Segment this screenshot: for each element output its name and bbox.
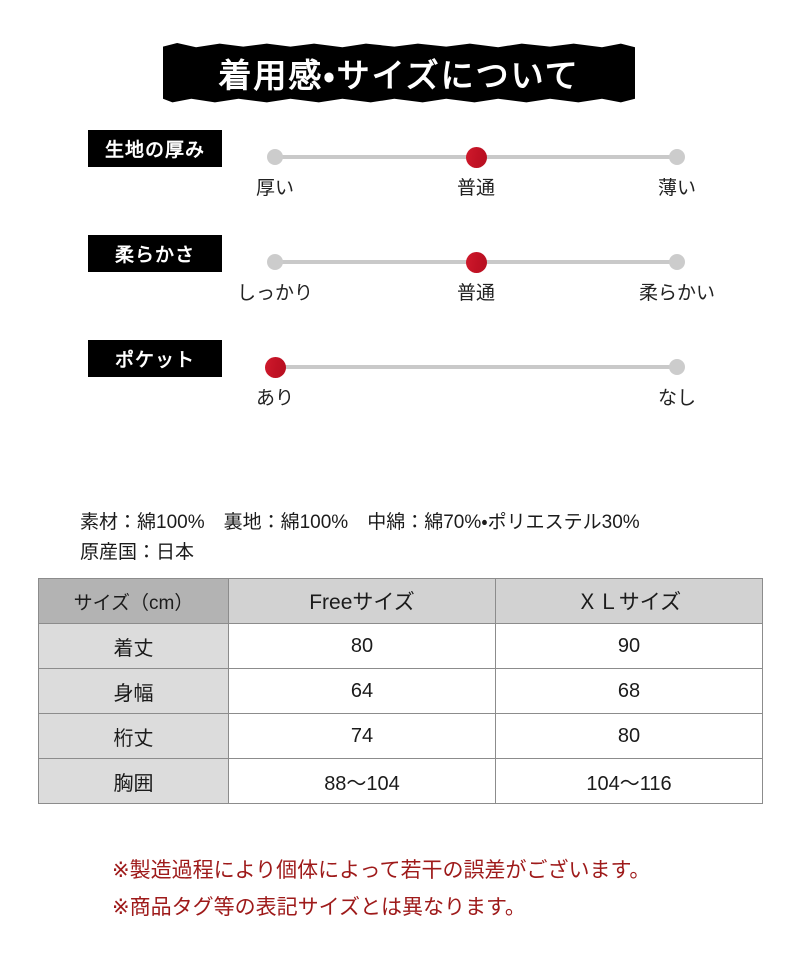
table-row: 桁丈 74 80 bbox=[38, 713, 763, 759]
fit-scale-row-thickness: 生地の厚み 厚い 普通 薄い bbox=[0, 130, 799, 235]
measurement-value-free: 80 bbox=[228, 623, 496, 669]
scale-label-1: なし bbox=[657, 388, 697, 409]
fit-scale-label-thickness: 生地の厚み bbox=[88, 130, 222, 167]
measurement-value-xl: 68 bbox=[495, 668, 763, 714]
table-row: 胸囲 88〜104 104〜116 bbox=[38, 758, 763, 804]
material-info: 素材：綿100% 裏地：綿100% 中綿：綿70%・ポリエステル30% 原産国：… bbox=[80, 508, 640, 568]
slider-point-1-selected[interactable] bbox=[465, 146, 487, 168]
scale-label-2: 薄い bbox=[657, 178, 697, 199]
page-title: 着用感・サイズについて bbox=[218, 59, 580, 95]
material-composition: 素材：綿100% 裏地：綿100% 中綿：綿70%・ポリエステル30% bbox=[80, 512, 640, 533]
measurement-value-free: 64 bbox=[228, 668, 496, 714]
measurement-value-xl: 90 bbox=[495, 623, 763, 669]
measurement-label-width: 身幅 bbox=[38, 668, 229, 714]
fit-scale-label-softness: 柔らかさ bbox=[88, 235, 222, 272]
measurement-value-xl: 104〜116 bbox=[495, 758, 763, 804]
scale-label-0: しっかり bbox=[236, 283, 314, 304]
size-column-header-xl: ＸＬサイズ bbox=[495, 578, 763, 624]
fit-scale-row-pocket: ポケット あり なし bbox=[0, 340, 799, 445]
fit-scale-track-thickness[interactable]: 厚い 普通 薄い bbox=[256, 130, 696, 210]
scale-label-0: あり bbox=[255, 388, 295, 409]
size-column-header-free: Freeサイズ bbox=[228, 578, 496, 624]
measurement-value-xl: 80 bbox=[495, 713, 763, 759]
table-row: 身幅 64 68 bbox=[38, 668, 763, 714]
slider-point-0[interactable] bbox=[267, 149, 283, 165]
banner-background bbox=[163, 43, 635, 103]
size-table: サイズ（cm） Freeサイズ ＸＬサイズ 着丈 80 90 身幅 64 68 … bbox=[38, 578, 763, 804]
slider-point-0[interactable] bbox=[267, 254, 283, 270]
measurement-label-bust: 胸囲 bbox=[38, 758, 229, 804]
measurement-label-length: 着丈 bbox=[38, 623, 229, 669]
country-of-origin: 原産国：日本 bbox=[80, 542, 195, 563]
measurement-value-free: 74 bbox=[228, 713, 496, 759]
measurement-value-free: 88〜104 bbox=[228, 758, 496, 804]
scale-label-0: 厚い bbox=[255, 178, 295, 199]
scale-label-1: 普通 bbox=[456, 178, 496, 199]
page-header-banner: 着用感・サイズについて bbox=[163, 43, 635, 103]
slider-track bbox=[275, 365, 677, 369]
slider-point-0-selected[interactable] bbox=[264, 356, 286, 378]
fit-scale-row-softness: 柔らかさ しっかり 普通 柔らかい bbox=[0, 235, 799, 340]
slider-point-1-selected[interactable] bbox=[465, 251, 487, 273]
fit-scale-label-pocket: ポケット bbox=[88, 340, 222, 377]
disclaimer-notes: ※製造過程により個体によって若干の誤差がございます。 ※商品タグ等の表記サイズと… bbox=[112, 852, 650, 926]
slider-point-1[interactable] bbox=[669, 359, 685, 375]
fit-scale-list: 生地の厚み 厚い 普通 薄い 柔らかさ しっかり 普通 柔らかい ポケット bbox=[0, 130, 799, 445]
fit-scale-track-softness[interactable]: しっかり 普通 柔らかい bbox=[237, 235, 715, 315]
measurement-label-sleeve: 桁丈 bbox=[38, 713, 229, 759]
slider-point-2[interactable] bbox=[669, 149, 685, 165]
note-line-2: ※商品タグ等の表記サイズとは異なります。 bbox=[112, 896, 526, 919]
table-row: 着丈 80 90 bbox=[38, 623, 763, 669]
note-line-1: ※製造過程により個体によって若干の誤差がございます。 bbox=[112, 859, 651, 882]
size-table-corner-header: サイズ（cm） bbox=[38, 578, 229, 624]
slider-point-2[interactable] bbox=[669, 254, 685, 270]
table-header-row: サイズ（cm） Freeサイズ ＸＬサイズ bbox=[38, 578, 763, 624]
scale-label-2: 柔らかい bbox=[638, 283, 716, 304]
scale-label-1: 普通 bbox=[456, 283, 496, 304]
fit-scale-track-pocket[interactable]: あり なし bbox=[256, 340, 696, 420]
